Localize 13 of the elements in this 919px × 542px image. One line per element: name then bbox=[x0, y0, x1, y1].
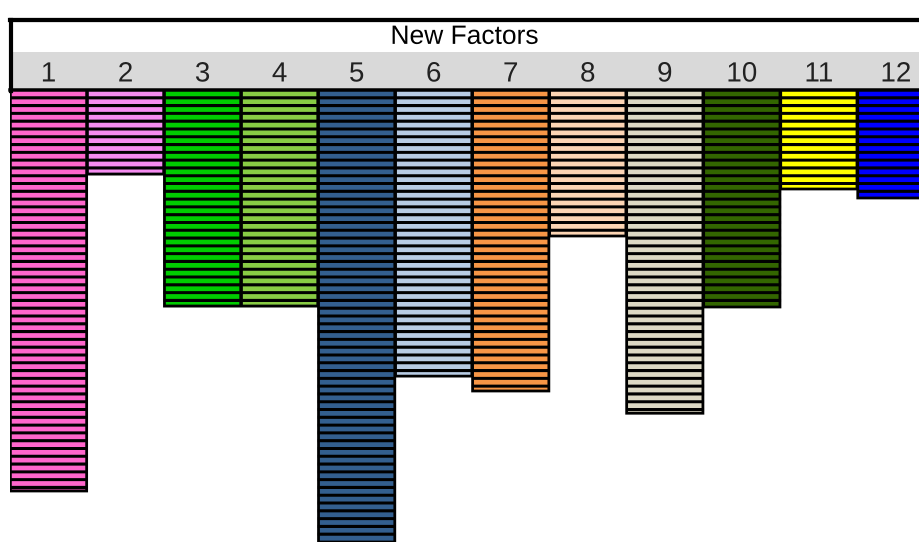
x-tick-label: 2 bbox=[119, 62, 132, 82]
x-tick-label: 8 bbox=[581, 62, 594, 82]
x-tick-label: 11 bbox=[806, 62, 832, 82]
x-tick-label: 3 bbox=[196, 62, 210, 82]
x-tick-label: 6 bbox=[427, 62, 440, 82]
x-tick-label: 7 bbox=[504, 62, 518, 82]
x-tick-label: 4 bbox=[272, 62, 287, 82]
x-tick-label: 10 bbox=[728, 62, 756, 82]
x-tick-label: 12 bbox=[882, 62, 910, 82]
x-tick-label: 1 bbox=[42, 62, 55, 82]
x-tick-label: 5 bbox=[350, 62, 364, 82]
x-tick-label: 9 bbox=[658, 62, 672, 82]
chart-title: New Factors bbox=[392, 26, 538, 44]
